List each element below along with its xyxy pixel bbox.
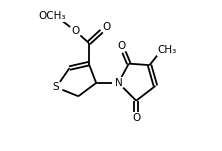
Text: O: O [102,22,111,32]
Text: N: N [115,78,122,88]
Text: O: O [117,41,125,51]
Text: OCH₃: OCH₃ [38,11,65,21]
Text: O: O [71,26,79,36]
Text: S: S [53,82,59,92]
Text: CH₃: CH₃ [158,45,177,55]
Text: O: O [132,114,140,124]
